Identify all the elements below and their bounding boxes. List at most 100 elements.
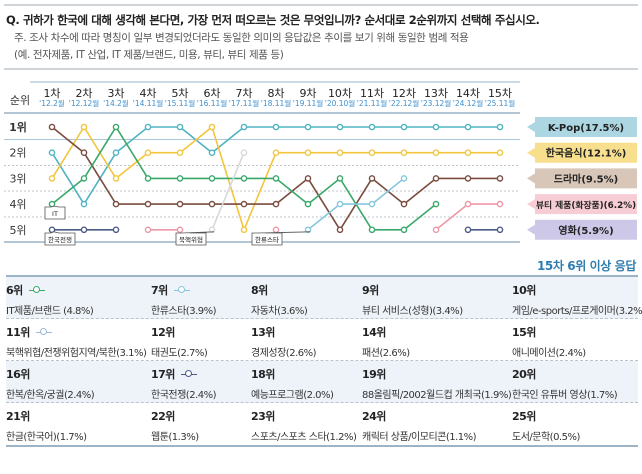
series-8 [304, 175, 408, 234]
rank-label: 16위 [6, 368, 30, 381]
table-row: 21위 한글(한국어)(1.7%) 22위 웹툰(1.3%) 23위 스포츠/스포츠 스타… [6, 403, 638, 445]
series-segment [51, 126, 85, 179]
data-point [272, 175, 280, 182]
series-7 [208, 149, 248, 234]
rank-cell: 11위 북핵위협/전쟁위험지역/북한(3.1%) [6, 324, 151, 359]
callout-star: 한류스타 [251, 231, 311, 246]
data-point [496, 123, 504, 131]
question-text: Q. 귀하가 한국에 대해 생각해 본다면, 가장 먼저 떠오르는 것은 무엇입… [6, 13, 540, 27]
rank-label: 13위 [251, 326, 275, 339]
x-tick-label: 9차 [299, 87, 316, 100]
data-point [208, 149, 216, 156]
callout-it: IT [44, 205, 66, 220]
rank-trend-chart: 순위1차'12.2월2차'12.12월3차'14.2월4차'14.11월5차'1… [4, 81, 637, 246]
series-segment [83, 126, 117, 179]
data-point [144, 123, 152, 131]
series-segment [211, 152, 245, 231]
rank-cell: 14위 패션(2.6%) [362, 324, 512, 359]
item-name: 경제성장(2.6%) [251, 348, 317, 359]
rank-label: 9위 [362, 284, 379, 297]
item-name: 애니메이션(2.4%) [512, 348, 586, 359]
x-tick-label: 3차 [107, 87, 124, 100]
x-tick-label: 11차 [360, 87, 384, 100]
data-point [464, 200, 472, 208]
legend-label: 뷰티 제품(화장품)(6.2%) [536, 199, 636, 211]
table-row: 6위 IT제품/브랜드 (4.8%) 7위 한류스타(3.9%) 8위 자동차(3.6%)… [6, 277, 642, 319]
x-date-label: '20.10월 [325, 98, 356, 108]
x-date-label: '12.2월 [39, 98, 65, 108]
x-date-label: '25.11월 [485, 98, 516, 108]
y-tick-label: 4위 [9, 198, 26, 211]
data-point [368, 123, 376, 131]
item-name: 게임/e-sports/프로게이머(3.2%) [512, 306, 642, 317]
legend-label: 드라마(9.5%) [554, 172, 618, 185]
data-point [336, 149, 344, 156]
data-point [48, 123, 56, 131]
rank-table: 6위 IT제품/브랜드 (4.8%) 7위 한류스타(3.9%) 8위 자동차(3.6%)… [6, 275, 642, 447]
x-date-label: '21.11월 [357, 98, 388, 108]
rank-label: 24위 [362, 410, 386, 423]
data-point [80, 226, 88, 234]
rank-label: 11위 [6, 326, 30, 339]
line-marker-icon [180, 370, 197, 378]
x-date-label: '14.11월 [133, 98, 164, 108]
data-point [496, 226, 504, 234]
series-1 [48, 123, 504, 234]
y-tick-label: 5위 [9, 224, 26, 237]
callout-label: 한국전쟁 [48, 235, 72, 244]
data-point [432, 149, 440, 156]
note-line-2: (예. 전자제품, IT 산업, IT 제품/브랜드, 미용, 뷰티, 뷰티 제… [14, 49, 284, 61]
rank-label: 19위 [362, 368, 386, 381]
y-axis-label: 순위 [10, 94, 30, 107]
x-tick-label: 15차 [488, 87, 512, 100]
series-segment [275, 177, 309, 205]
data-point [368, 149, 376, 156]
x-tick-label: 6차 [203, 87, 220, 100]
x-date-label: '23.12월 [421, 98, 452, 108]
data-point [80, 123, 88, 131]
series-segment [115, 126, 149, 154]
table-title: 15차 6위 이상 응답 [536, 259, 636, 273]
y-tick-label: 1위 [9, 121, 27, 134]
rank-cell: 22위 웹툰(1.3%) [151, 408, 251, 443]
x-date-label: '22.12월 [389, 98, 420, 108]
series-segment [211, 126, 245, 154]
data-point [400, 149, 408, 156]
data-point [336, 200, 344, 208]
data-point [464, 226, 472, 234]
note-line-1: 주. 조사 차수에 따라 명칭이 일부 변경되었더라도 동일한 의미의 응답값은… [14, 32, 469, 44]
series-segment [51, 126, 85, 154]
callout-nk: 북핵위협 [175, 231, 215, 246]
callout-label: 한류스타 [255, 235, 279, 244]
legend-label: 한국음식(12.1%) [546, 147, 627, 160]
rank-cell: 10위 게임/e-sports/프로게이머(3.2%) [512, 282, 642, 317]
x-tick-label: 5차 [171, 87, 188, 100]
rank-label: 6위 [6, 284, 23, 297]
data-point [400, 175, 408, 182]
rank-label: 17위 [151, 368, 175, 381]
item-name: 한복/한옥/궁궐(2.4%) [6, 390, 95, 401]
item-name: 예능프로그램(2.0%) [251, 390, 334, 401]
data-point [464, 123, 472, 131]
data-point [112, 149, 120, 156]
rank-label: 15위 [512, 326, 536, 339]
legend-item: 뷰티 제품(화장품)(6.2%) [527, 194, 637, 215]
header-divider [4, 68, 638, 70]
series-3 [144, 200, 504, 234]
item-name: 88올림픽/2002월드컵 개최국(1.9%) [362, 390, 512, 401]
item-name: 한국전쟁(2.4%) [151, 390, 217, 401]
item-name: 한국인 유튜버 영상(1.7%) [512, 390, 618, 401]
item-name: 스포츠/스포츠 스타(1.2%) [251, 432, 357, 443]
series-segment [307, 177, 341, 205]
data-point [272, 123, 280, 131]
data-point [176, 149, 184, 156]
series-5 [48, 123, 440, 234]
x-tick-label: 8차 [267, 87, 284, 100]
series-segment [115, 126, 149, 179]
x-date-label: '15.11월 [165, 98, 196, 108]
x-date-label: '24.12월 [453, 98, 484, 108]
legend-item: 한국음식(12.1%) [527, 142, 637, 163]
